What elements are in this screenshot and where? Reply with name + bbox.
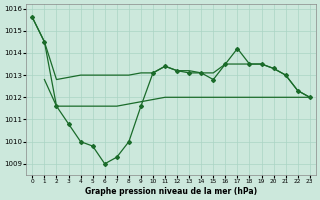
X-axis label: Graphe pression niveau de la mer (hPa): Graphe pression niveau de la mer (hPa) <box>85 187 257 196</box>
